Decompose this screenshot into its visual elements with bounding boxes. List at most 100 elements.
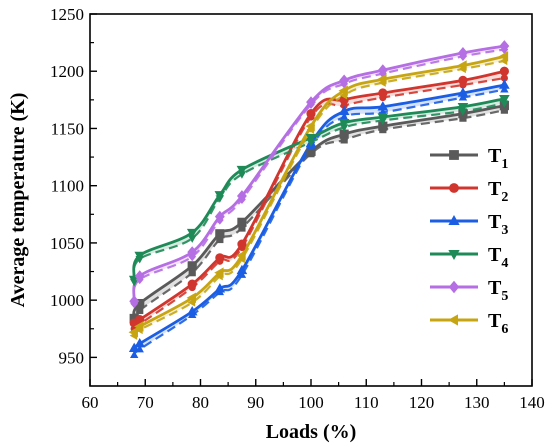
series-3-line [132, 83, 505, 350]
series-2-dashed-line [132, 77, 505, 330]
series-1-dashed-point-8 [379, 126, 387, 134]
series-4-dashed-point-7 [339, 124, 349, 132]
series-6-dashed-point-7 [339, 91, 348, 100]
series-2-dashed-point-3 [188, 283, 196, 292]
x-tick-label-9: 140 [519, 393, 545, 412]
series-5-dashed-point-2 [135, 274, 144, 285]
series-6-dashed-line [132, 59, 505, 337]
series-4-point-7 [338, 118, 350, 129]
y-tick-label-2: 1000 [50, 291, 84, 310]
series-4-point-3 [186, 228, 198, 239]
legend: T1 T2 T3 T4 T5 T6 [430, 145, 508, 337]
series-4-line [132, 97, 505, 280]
x-tick-label-2: 70 [137, 393, 154, 412]
y-tick-label-4: 1100 [51, 177, 84, 196]
legend-label-4: T4 [488, 244, 508, 271]
series-4-dashed-point-6 [306, 139, 316, 147]
marker-layer [128, 40, 510, 359]
series-6-dashed-point-6 [306, 125, 314, 134]
x-tick-label-8: 130 [464, 393, 490, 412]
series-3-dashed-point-4 [215, 287, 225, 296]
series-1-dashed-point-4 [216, 235, 224, 244]
legend-marker-1 [449, 150, 459, 160]
legend-label-6: T6 [488, 310, 508, 337]
legend-label-5: T5 [488, 277, 508, 304]
series-1-dashed-point-7 [340, 136, 348, 144]
series-1-dashed-point-9 [459, 114, 467, 122]
series-6-dashed-point-9 [458, 64, 466, 74]
series-5-dashed-point-3 [188, 252, 197, 262]
y-tick-label-7: 1250 [50, 5, 84, 24]
series-1-dashed-point-6 [307, 150, 315, 158]
series-2-dashed-point-5 [238, 243, 246, 252]
series-1-dashed-line [132, 109, 505, 323]
series-6-dashed-point-1 [129, 331, 138, 340]
x-axis-title: Loads (%) [266, 421, 357, 443]
series-4-point-5 [236, 165, 248, 176]
series-6-dashed-point-5 [237, 254, 245, 264]
series-3-dashed-point-5 [237, 270, 247, 278]
y-tick-label-1: 950 [59, 348, 85, 367]
series-2-point-10 [499, 66, 509, 76]
legend-marker-6 [448, 314, 459, 326]
series-2-line [132, 69, 505, 325]
series-5-dashed-point-9 [459, 51, 467, 61]
x-tick-label-6: 110 [354, 393, 379, 412]
x-tick-label-3: 80 [192, 393, 209, 412]
y-tick-label-5: 1150 [51, 119, 84, 138]
legend-label-2: T2 [488, 178, 508, 205]
series-5-dashed-point-5 [238, 194, 246, 205]
series-4-dashed-point-8 [378, 117, 388, 125]
series-4-dashed-point-10 [500, 100, 509, 108]
legend-marker-4 [448, 249, 460, 260]
series-4-dashed-point-4 [215, 195, 225, 203]
y-axis-title: Average temperature (K) [7, 93, 29, 308]
series-4-point-9 [457, 102, 469, 113]
legend-label-1: T1 [488, 145, 508, 172]
series-3-dashed-point-3 [188, 310, 197, 318]
series-1-dashed-point-5 [238, 224, 246, 232]
series-6-dashed-point-4 [215, 271, 223, 281]
legend-marker-5 [448, 280, 460, 294]
series-5-dashed-point-1 [130, 298, 139, 309]
series-4-dashed-point-3 [188, 235, 197, 243]
series-6-dashed-point-2 [135, 325, 143, 335]
series-6-line [132, 54, 505, 334]
series-4-dashed-point-1 [129, 278, 139, 287]
series-4-dashed-point-9 [458, 108, 468, 116]
series-4-dashed-line [132, 102, 505, 283]
series-3-dashed-point-2 [135, 344, 144, 353]
legend-marker-2 [449, 183, 459, 193]
y-tick-label-6: 1200 [50, 62, 84, 81]
series-6-dashed-point-8 [378, 78, 386, 87]
series-4-point-6 [305, 133, 317, 144]
x-tick-label-4: 90 [247, 393, 264, 412]
series-4-dashed-point-2 [135, 255, 144, 264]
series-4-dashed-point-5 [237, 171, 247, 179]
x-tick-label-1: 60 [82, 393, 99, 412]
series-3-dashed-point-1 [129, 350, 139, 359]
series-5-dashed-line [132, 48, 505, 304]
axes: 60 70 80 90 100 110 120 130 140 950 1000 1050 1100 11… [50, 5, 545, 412]
series-1-dashed-point-2 [136, 306, 144, 315]
x-tick-label-7: 120 [409, 393, 435, 412]
series-6-dashed-point-3 [187, 298, 196, 307]
series-1-point-3 [187, 261, 197, 271]
series-3-dashed-point-10 [500, 85, 509, 93]
legend-label-3: T3 [488, 211, 508, 238]
series-2-dashed-point-4 [216, 257, 224, 265]
series-line-layer [132, 44, 505, 356]
y-tick-label-3: 1050 [50, 234, 84, 253]
series-5-dashed-point-6 [307, 99, 315, 110]
series-5-dashed-point-4 [215, 215, 224, 225]
series-4-point-10 [499, 94, 510, 105]
series-1-dashed-point-10 [500, 106, 508, 114]
series-1-dashed-point-3 [188, 269, 196, 277]
x-tick-label-5: 100 [298, 393, 324, 412]
series-2-dashed-point-8 [379, 93, 387, 102]
series-6-dashed-point-10 [499, 56, 508, 66]
series-3-dashed-point-9 [458, 93, 468, 101]
series-3-dashed-line [132, 88, 505, 356]
series-5-line [132, 44, 505, 302]
